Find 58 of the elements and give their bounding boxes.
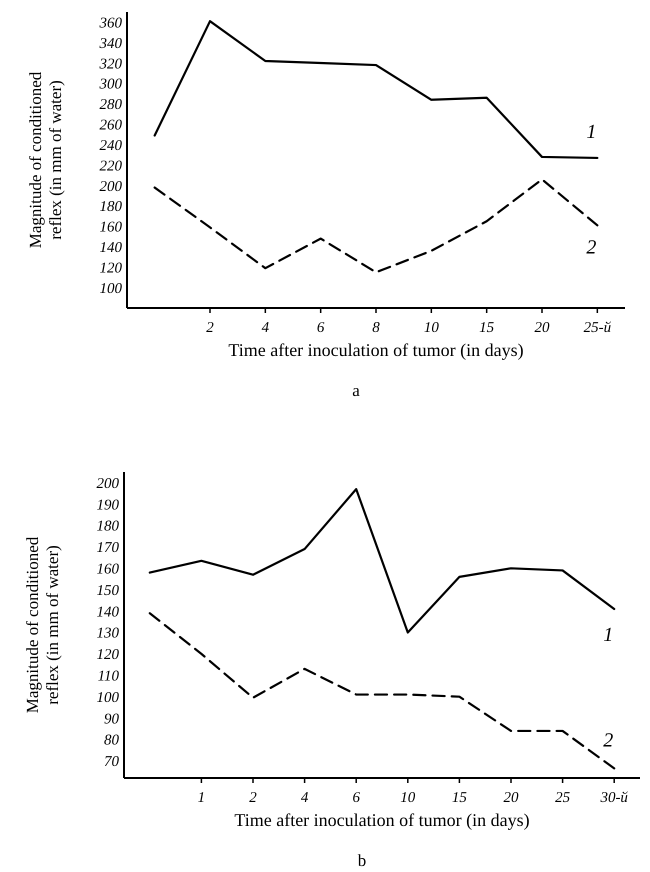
y-tick-label: 180 [100,199,122,216]
y-tick-label: 320 [98,56,122,72]
y-tick-label: 300 [98,76,122,93]
y-tick-label: 110 [98,668,120,685]
y-tick-label: 80 [104,732,120,749]
y-tick-label: 140 [96,604,120,620]
x-tick-label: 4 [262,320,270,336]
x-tick-label: 15 [452,790,468,806]
y-tick-label: 190 [96,497,120,514]
y-axis-title: Magnitude of conditioned reflex (in mm of water) [23,536,62,714]
line-series [148,612,616,770]
y-tick-label: 280 [100,97,122,114]
x-tick-label: 15 [479,320,495,336]
y-tick-label: 160 [100,220,122,236]
x-tick-label: 10 [400,790,416,806]
x-tick-label: 25 [555,790,571,806]
series-label: 2 [603,729,614,752]
text: a [352,381,360,400]
x-axis-title: Time after inoculation of tumor (in days) [228,340,524,360]
x-tick-label: 10 [424,320,440,336]
y-tick-label: 220 [100,158,122,174]
series-label: 2 [586,236,596,258]
y-tick-label: 170 [96,540,120,556]
series-label: 1 [586,120,596,143]
y-tick-label: 140 [100,240,122,256]
x-tick-label: 8 [372,320,380,336]
x-axis-title: Time after inoculation of tumor (in days) [234,810,530,830]
y-tick-label: 200 [96,476,120,492]
y-tick-label: 130 [96,626,120,642]
y-tick-label: 70 [104,754,120,770]
y-tick-label: 160 [96,562,120,578]
line-series [154,20,598,160]
x-tick-label: 1 [198,790,206,806]
x-tick-label: 2 [206,320,214,336]
text: b [358,851,366,870]
x-tick-label: 2 [249,790,258,806]
y-tick-label: 100 [100,280,122,297]
y-tick-label: 260 [100,118,122,134]
y-tick-label: 340 [98,36,122,52]
series-label: 1 [603,624,614,646]
y-tick-label: 180 [96,518,120,535]
y-axis-title: Magnitude of conditioned reflex (in mm of water) [26,71,65,248]
y-tick-label: 360 [98,15,122,32]
x-tick-label: 20 [504,790,519,806]
y-tick-label: 90 [104,711,120,728]
x-tick-label: 4 [300,790,309,806]
x-tick-label: 6 [316,320,325,336]
y-tick-label: 240 [100,138,122,154]
y-tick-label: 100 [96,690,120,706]
x-tick-label: 6 [352,790,360,806]
y-tick-label: 150 [96,582,120,599]
x-tick-label: 30-й [599,790,628,806]
line-series [154,178,598,274]
y-tick-label: 200 [100,178,122,195]
y-tick-label: 120 [96,647,120,664]
x-tick-label: 20 [534,320,550,336]
y-tick-label: 120 [100,260,122,276]
x-tick-label: 25-й [584,320,612,336]
